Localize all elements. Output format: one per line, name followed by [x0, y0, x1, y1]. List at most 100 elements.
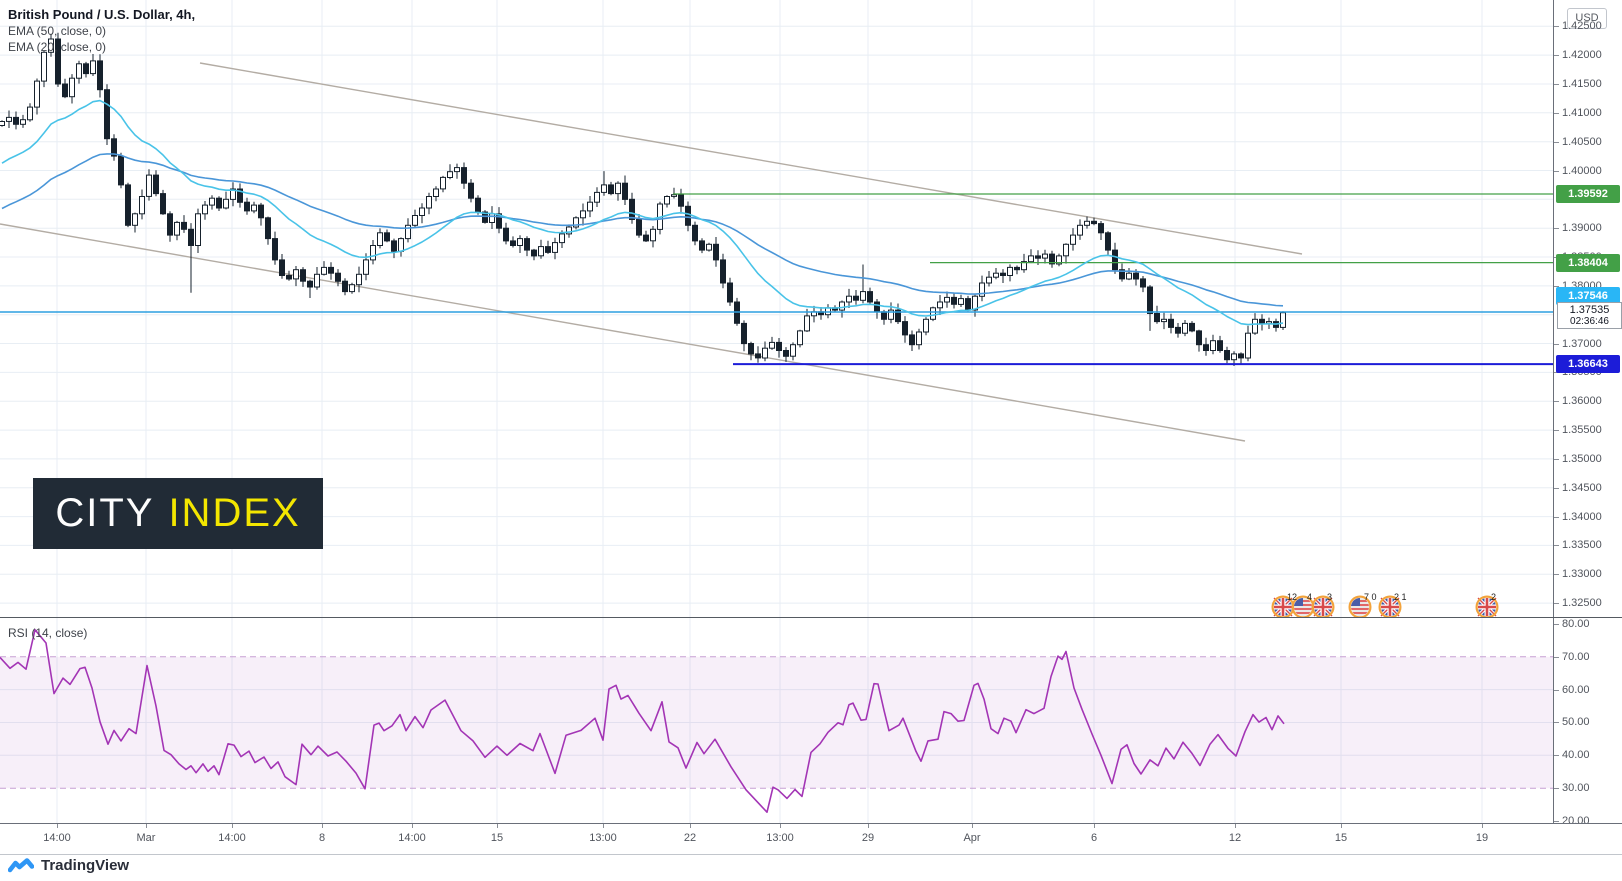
time-tick-mark: [1094, 824, 1095, 828]
ema20-legend[interactable]: EMA (20, close, 0): [8, 40, 107, 54]
trend-channel-line[interactable]: [0, 223, 1246, 442]
candle-body: [552, 242, 558, 253]
candle-body: [1217, 340, 1223, 352]
candle-body: [510, 240, 516, 246]
candle-body: [846, 295, 852, 303]
price-tick-mark: [1554, 84, 1559, 85]
candle-body: [1238, 353, 1244, 359]
pane-divider[interactable]: [0, 617, 1622, 618]
trend-channel-line[interactable]: [199, 62, 1303, 255]
current-price-label: 1.37535 02:36:46: [1557, 302, 1622, 329]
price-tick-mark: [1554, 344, 1559, 345]
bottom-bar: TradingView: [0, 854, 1622, 881]
candle-body: [678, 194, 684, 207]
candle-body: [1161, 318, 1167, 323]
candle-body: [69, 77, 75, 98]
candle-body: [643, 234, 649, 242]
candle-body: [1147, 286, 1153, 314]
candle-body: [419, 207, 425, 216]
time-tick-label: Apr: [963, 832, 981, 844]
candle-body: [293, 269, 299, 280]
flag-event-count: 12: [1287, 592, 1298, 602]
candle-body: [447, 171, 453, 178]
time-tick-mark: [972, 824, 973, 828]
candle-body: [258, 204, 264, 219]
rsi-chart: [0, 618, 1553, 823]
uk-flag-event-icon[interactable]: [1475, 595, 1499, 617]
currency-toggle-button[interactable]: USD: [1567, 8, 1607, 29]
candle-body: [923, 318, 929, 333]
candle-body: [426, 196, 432, 209]
rsi-line[interactable]: [0, 629, 1285, 813]
ema50-legend[interactable]: EMA (50, close, 0): [8, 24, 107, 38]
candle-body: [1063, 243, 1069, 257]
candle-body: [1133, 272, 1139, 280]
candle-body: [216, 197, 222, 209]
candle-body: [482, 211, 488, 223]
price-tick-mark: [1554, 603, 1559, 604]
tradingview-attribution[interactable]: TradingView: [8, 857, 129, 874]
candle-body: [265, 217, 271, 240]
candle-body: [195, 213, 201, 247]
time-tick-mark: [780, 824, 781, 828]
candle-body: [524, 238, 530, 251]
chart-legend: British Pound / U.S. Dollar, 4h, EMA (50…: [8, 6, 195, 55]
time-tick-label: 13:00: [589, 832, 617, 844]
candle-body: [594, 191, 600, 203]
uk-flag-event-icon[interactable]: [1378, 595, 1402, 617]
price-axis[interactable]: USD 1.37535 02:36:46 1.42500 1.42000 1.415…: [1553, 0, 1622, 853]
rsi-pane[interactable]: RSI (14, close): [0, 618, 1553, 823]
candle-body: [1028, 255, 1034, 263]
uk-flag-event-icon[interactable]: [1311, 595, 1335, 617]
price-tick-label: 1.35500: [1562, 424, 1602, 436]
time-tick-label: 15: [1334, 832, 1348, 844]
candle-body: [174, 221, 180, 236]
time-tick-label: 14:00: [218, 832, 246, 844]
ema20-line[interactable]: [1, 99, 1284, 326]
symbol-title[interactable]: British Pound / U.S. Dollar, 4h,: [8, 7, 196, 22]
candle-body: [41, 51, 47, 82]
candle-body: [622, 182, 628, 200]
flag-event-count: 2 1: [1394, 592, 1407, 602]
candle-body: [1245, 332, 1251, 359]
candle-body: [916, 331, 922, 346]
time-tick-label: 13:00: [766, 832, 794, 844]
price-tick-label: 1.41000: [1562, 107, 1602, 119]
rsi-tick-label: 40.00: [1562, 749, 1590, 761]
time-tick-label: 29: [861, 832, 875, 844]
candle-body: [902, 321, 908, 336]
candle-body: [146, 174, 152, 197]
candle-body: [132, 213, 138, 226]
rsi-tick-mark: [1554, 690, 1559, 691]
candle-body: [27, 106, 33, 121]
ema50-line[interactable]: [1, 153, 1284, 307]
time-tick-mark: [1482, 824, 1483, 828]
time-tick-label: 14:00: [43, 832, 71, 844]
price-tick-mark: [1554, 113, 1559, 114]
rsi-tick-mark: [1554, 624, 1559, 625]
candle-body: [230, 188, 236, 200]
candle-body: [370, 245, 376, 261]
price-tick-label: 1.32500: [1562, 597, 1602, 609]
price-tick-label: 1.39000: [1562, 222, 1602, 234]
rsi-tick-label: 80.00: [1562, 618, 1590, 630]
candle-body: [188, 228, 194, 247]
candle-body: [636, 219, 642, 236]
candle-body: [615, 182, 621, 195]
candle-body: [1091, 220, 1097, 225]
candle-body: [321, 266, 327, 275]
us-flag-event-icon[interactable]: [1348, 595, 1372, 617]
time-tick-label: 14:00: [398, 832, 426, 844]
uk-flag-event-icon[interactable]: [1271, 595, 1295, 617]
rsi-legend[interactable]: RSI (14, close): [8, 626, 88, 640]
time-axis[interactable]: 14:00 Mar 14:00 8 14:00 15 13:00 22 13:00 29 Apr 6 1…: [0, 823, 1622, 855]
rsi-tick-label: 60.00: [1562, 684, 1590, 696]
candle-body: [1000, 272, 1006, 277]
candle-body: [993, 272, 999, 278]
candle-body: [762, 347, 768, 359]
price-tick-label: 1.42500: [1562, 20, 1602, 32]
candle-body: [314, 273, 320, 288]
candle-body: [1189, 322, 1195, 332]
price-chart-pane[interactable]: British Pound / U.S. Dollar, 4h, EMA (50…: [0, 0, 1553, 617]
price-tick-mark: [1554, 171, 1559, 172]
